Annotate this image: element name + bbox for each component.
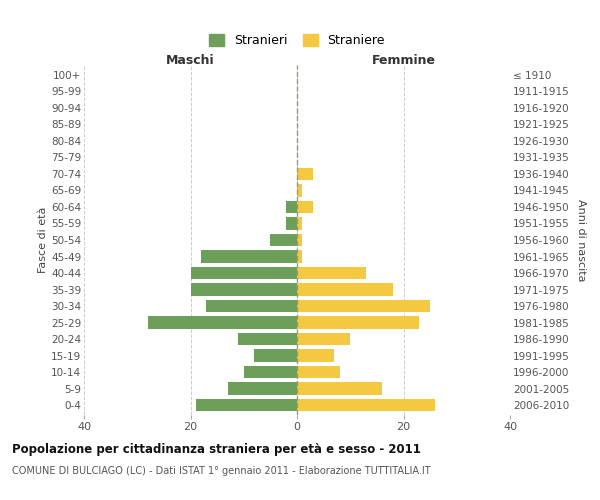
Bar <box>297 267 366 279</box>
Text: COMUNE DI BULCIAGO (LC) - Dati ISTAT 1° gennaio 2011 - Elaborazione TUTTITALIA.I: COMUNE DI BULCIAGO (LC) - Dati ISTAT 1° … <box>12 466 431 476</box>
Bar <box>297 366 340 378</box>
Text: Femmine: Femmine <box>371 54 436 66</box>
Bar <box>297 284 393 296</box>
Bar <box>297 250 302 262</box>
Bar <box>297 234 302 246</box>
Bar <box>238 333 297 345</box>
Bar <box>297 316 419 328</box>
Y-axis label: Fasce di età: Fasce di età <box>38 207 48 273</box>
Bar <box>297 168 313 180</box>
Bar <box>196 399 297 411</box>
Bar <box>297 218 302 230</box>
Text: Popolazione per cittadinanza straniera per età e sesso - 2011: Popolazione per cittadinanza straniera p… <box>12 442 421 456</box>
Bar <box>297 300 430 312</box>
Bar <box>286 218 297 230</box>
Bar <box>201 250 297 262</box>
Bar <box>244 366 297 378</box>
Legend: Stranieri, Straniere: Stranieri, Straniere <box>204 29 390 52</box>
Bar <box>297 184 302 196</box>
Bar <box>254 350 297 362</box>
Bar <box>297 201 313 213</box>
Bar <box>271 234 297 246</box>
Bar <box>297 350 334 362</box>
Bar <box>297 399 436 411</box>
Bar <box>297 333 350 345</box>
Text: Maschi: Maschi <box>166 54 215 66</box>
Bar <box>297 382 382 395</box>
Bar <box>148 316 297 328</box>
Y-axis label: Anni di nascita: Anni di nascita <box>576 198 586 281</box>
Bar <box>206 300 297 312</box>
Bar <box>191 267 297 279</box>
Bar <box>191 284 297 296</box>
Bar <box>286 201 297 213</box>
Bar <box>228 382 297 395</box>
